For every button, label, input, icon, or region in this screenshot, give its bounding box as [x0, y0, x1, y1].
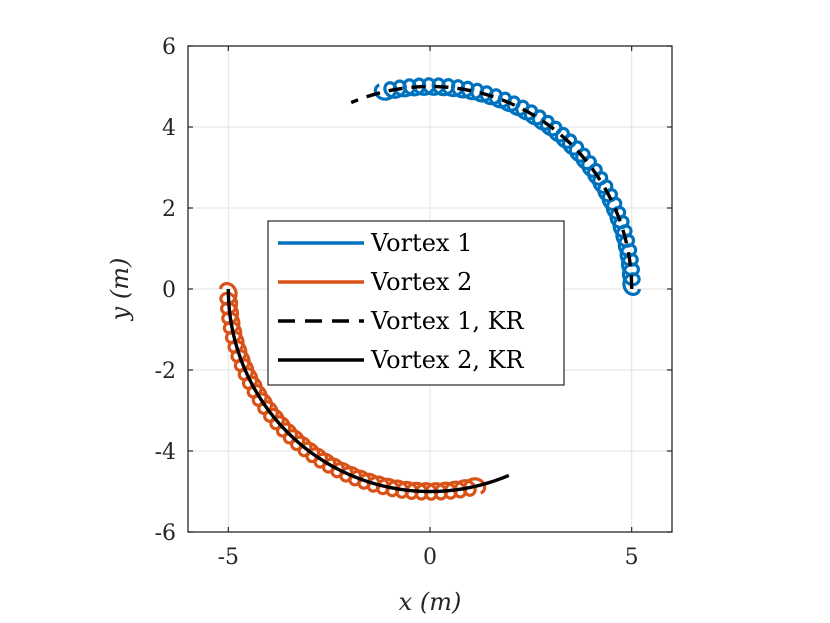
y-tick-label: -2	[155, 359, 176, 384]
legend: Vortex 1 Vortex 2 Vortex 1, KR Vortex 2, KR	[267, 220, 565, 386]
series-layer	[219, 77, 641, 501]
legend-label: Vortex 2	[370, 268, 472, 296]
tick-labels: -5 0 5 -6 -4 -2 0 2 4 6	[155, 35, 639, 570]
legend-box	[267, 220, 565, 386]
series-line-0	[373, 77, 641, 297]
y-tick-label: 2	[162, 197, 176, 222]
y-tick-label: 6	[162, 35, 176, 60]
y-axis-label: y (m)	[106, 258, 134, 322]
legend-label: Vortex 2, KR	[370, 346, 525, 374]
x-axis-label: x (m)	[399, 588, 462, 616]
y-tick-label: 0	[162, 278, 176, 303]
ticks	[188, 45, 672, 533]
y-tick-label: -6	[155, 521, 176, 546]
series-line-1	[219, 281, 487, 501]
x-tick-label: 5	[625, 545, 639, 570]
series-line-3	[226, 288, 510, 494]
x-tick-label: -5	[218, 545, 239, 570]
x-tick-label: 0	[423, 545, 437, 570]
y-tick-label: 4	[162, 116, 176, 141]
legend-label: Vortex 1, KR	[370, 307, 525, 335]
legend-label: Vortex 1	[370, 229, 472, 257]
y-tick-label: -4	[155, 440, 176, 465]
series-line-2	[350, 84, 634, 290]
